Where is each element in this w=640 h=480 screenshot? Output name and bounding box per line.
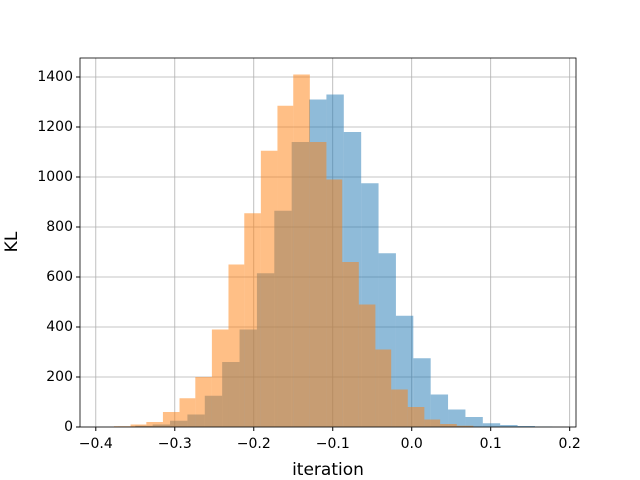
y-tick-label: 600 xyxy=(46,269,73,285)
y-tick-label: 800 xyxy=(46,219,73,235)
plot-frame xyxy=(79,57,577,428)
histogram-bar xyxy=(342,262,359,427)
histogram-bar xyxy=(391,389,408,427)
histogram-bar xyxy=(195,377,212,427)
histogram-bar xyxy=(146,422,163,427)
y-tick-label: 1200 xyxy=(37,119,73,135)
histogram-bar xyxy=(244,213,261,427)
y-axis-label: KL xyxy=(2,231,22,252)
y-tick-label: 0 xyxy=(64,419,73,435)
x-tick-label: 0.1 xyxy=(480,436,502,452)
histogram-bar xyxy=(358,304,376,427)
x-tick-label: −0.3 xyxy=(158,436,192,452)
histogram-bar xyxy=(228,264,245,427)
histogram-bar xyxy=(440,424,457,427)
histogram-bar xyxy=(375,349,392,427)
histogram-bar xyxy=(326,179,343,427)
histogram-bar xyxy=(211,329,229,427)
histogram-bar xyxy=(482,423,501,427)
histogram-bar xyxy=(407,407,425,427)
histogram-bar xyxy=(456,425,474,427)
x-axis-label: iteration xyxy=(292,460,364,480)
y-tick-label: 1400 xyxy=(37,69,73,85)
x-tick-label: 0.2 xyxy=(559,436,581,452)
x-tick-label: −0.1 xyxy=(316,436,350,452)
histogram-bar xyxy=(293,74,310,427)
histogram-bar xyxy=(179,398,196,427)
histogram-bar xyxy=(130,424,147,427)
histogram-bar xyxy=(162,412,180,427)
histogram-bar xyxy=(277,105,294,427)
histogram-bar xyxy=(260,150,278,427)
histogram-bar xyxy=(448,409,466,427)
histogram-bar xyxy=(500,425,518,427)
y-tick-label: 1000 xyxy=(37,169,73,185)
x-tick-label: −0.2 xyxy=(237,436,271,452)
histogram-bar xyxy=(517,426,535,427)
histogram-bar xyxy=(424,419,441,427)
histogram-bar xyxy=(309,142,327,427)
x-tick-label: 0.0 xyxy=(401,436,423,452)
x-tick-label: −0.4 xyxy=(79,436,113,452)
histogram-bar xyxy=(430,394,449,427)
histogram-bar xyxy=(465,417,483,427)
y-tick-label: 400 xyxy=(46,319,73,335)
y-tick-label: 200 xyxy=(46,369,73,385)
